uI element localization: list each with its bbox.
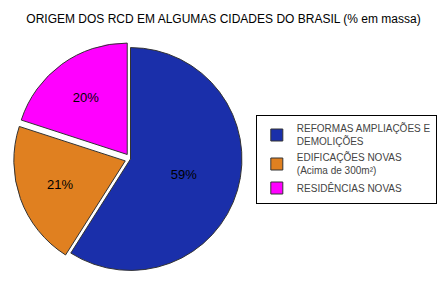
svg-text:RESIDÊNCIAS NOVAS: RESIDÊNCIAS NOVAS xyxy=(297,182,402,194)
svg-text:EDIFICAÇÕES NOVAS(Acima de 300: EDIFICAÇÕES NOVAS(Acima de 300m²) xyxy=(297,151,402,176)
svg-text:REFORMAS AMPLIAÇÕES EDEMOLIÇÕE: REFORMAS AMPLIAÇÕES EDEMOLIÇÕES xyxy=(297,122,431,147)
svg-text:21%: 21% xyxy=(47,177,73,192)
svg-text:59%: 59% xyxy=(171,167,197,182)
svg-text:ORIGEM DOS RCD EM ALGUMAS CIDA: ORIGEM DOS RCD EM ALGUMAS CIDADES DO BRA… xyxy=(26,12,420,26)
svg-text:20%: 20% xyxy=(73,90,99,105)
